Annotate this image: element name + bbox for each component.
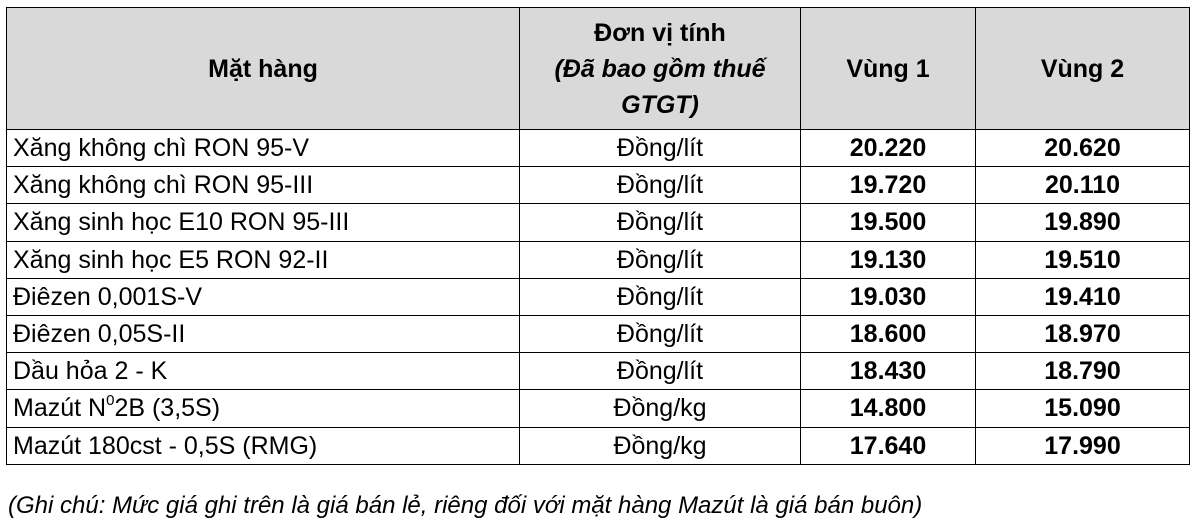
item-cell: Dầu hỏa 2 - K <box>6 352 520 391</box>
item-superscript: 0 <box>106 392 115 410</box>
unit-cell: Đồng/lít <box>519 314 801 354</box>
item-cell: Xăng không chì RON 95-III <box>6 166 520 205</box>
header-unit-note1: (Đã bao gồm thuế <box>554 54 766 83</box>
table-row: Mazút 180cst - 0,5S (RMG) Đồng/kg 17.640 17… <box>6 426 1190 465</box>
unit-cell: Đồng/lít <box>519 203 801 242</box>
table-row: Mazút N02B (3,5S) Đồng/kg 14.800 15.090 <box>6 389 1190 428</box>
unit-cell: Đồng/kg <box>519 426 801 465</box>
unit-cell: Đồng/lít <box>519 240 801 279</box>
zone2-price: 17.990 <box>975 426 1190 465</box>
unit-cell: Đồng/lít <box>519 352 801 391</box>
header-unit-title: Đơn vị tính <box>594 18 726 47</box>
zone1-price: 17.640 <box>800 426 976 465</box>
table-row: Xăng không chì RON 95-III Đồng/lít 19.720 2… <box>6 166 1190 205</box>
zone1-price: 19.500 <box>800 203 976 242</box>
item-cell: Điêzen 0,001S-V <box>6 277 520 316</box>
zone1-price: 19.720 <box>800 166 976 205</box>
zone1-price: 18.600 <box>800 314 976 354</box>
header-unit: Đơn vị tính (Đã bao gồm thuế GTGT) <box>519 7 801 130</box>
item-cell: Xăng sinh học E10 RON 95-III <box>6 203 520 242</box>
item-cell: Xăng không chì RON 95-V <box>6 128 520 168</box>
zone2-price: 18.790 <box>975 352 1190 391</box>
zone2-price: 20.110 <box>975 166 1190 205</box>
unit-cell: Đồng/lít <box>519 166 801 205</box>
table-row: Xăng không chì RON 95-V Đồng/lít 20.220 20.… <box>6 128 1190 168</box>
header-zone1: Vùng 1 <box>800 7 976 130</box>
unit-cell: Đồng/kg <box>519 389 801 428</box>
zone2-price: 19.510 <box>975 240 1190 279</box>
header-item: Mặt hàng <box>6 7 520 130</box>
header-unit-note2: GTGT) <box>621 90 699 119</box>
table-row: Dầu hỏa 2 - K Đồng/lít 18.430 18.790 <box>6 352 1190 391</box>
zone1-price: 19.030 <box>800 277 976 316</box>
zone2-price: 20.620 <box>975 128 1190 168</box>
fuel-price-table: Mặt hàng Đơn vị tính (Đã bao gồm thuế GT… <box>6 7 1190 465</box>
zone1-price: 20.220 <box>800 128 976 168</box>
header-row: Mặt hàng Đơn vị tính (Đã bao gồm thuế GT… <box>6 7 1190 130</box>
zone1-price: 19.130 <box>800 240 976 279</box>
zone2-price: 19.890 <box>975 203 1190 242</box>
item-name-suffix: 2B (3,5S) <box>114 394 221 423</box>
item-cell: Mazút N02B (3,5S) <box>6 389 520 428</box>
header-zone2: Vùng 2 <box>975 7 1190 130</box>
zone2-price: 19.410 <box>975 277 1190 316</box>
unit-cell: Đồng/lít <box>519 128 801 168</box>
table-row: Điêzen 0,05S-II Đồng/lít 18.600 18.970 <box>6 314 1190 354</box>
zone2-price: 18.970 <box>975 314 1190 354</box>
unit-cell: Đồng/lít <box>519 277 801 316</box>
item-name: Mazút N <box>13 394 107 423</box>
table-row: Xăng sinh học E10 RON 95-III Đồng/lít 19.5… <box>6 203 1190 242</box>
item-cell: Xăng sinh học E5 RON 92-II <box>6 240 520 279</box>
item-cell: Mazút 180cst - 0,5S (RMG) <box>6 426 520 465</box>
zone2-price: 15.090 <box>975 389 1190 428</box>
table-row: Xăng sinh học E5 RON 92-II Đồng/lít 19.130… <box>6 240 1190 279</box>
footnote: (Ghi chú: Mức giá ghi trên là giá bán lẻ… <box>8 492 923 519</box>
zone1-price: 18.430 <box>800 352 976 391</box>
zone1-price: 14.800 <box>800 389 976 428</box>
table-row: Điêzen 0,001S-V Đồng/lít 19.030 19.410 <box>6 277 1190 316</box>
item-cell: Điêzen 0,05S-II <box>6 314 520 354</box>
